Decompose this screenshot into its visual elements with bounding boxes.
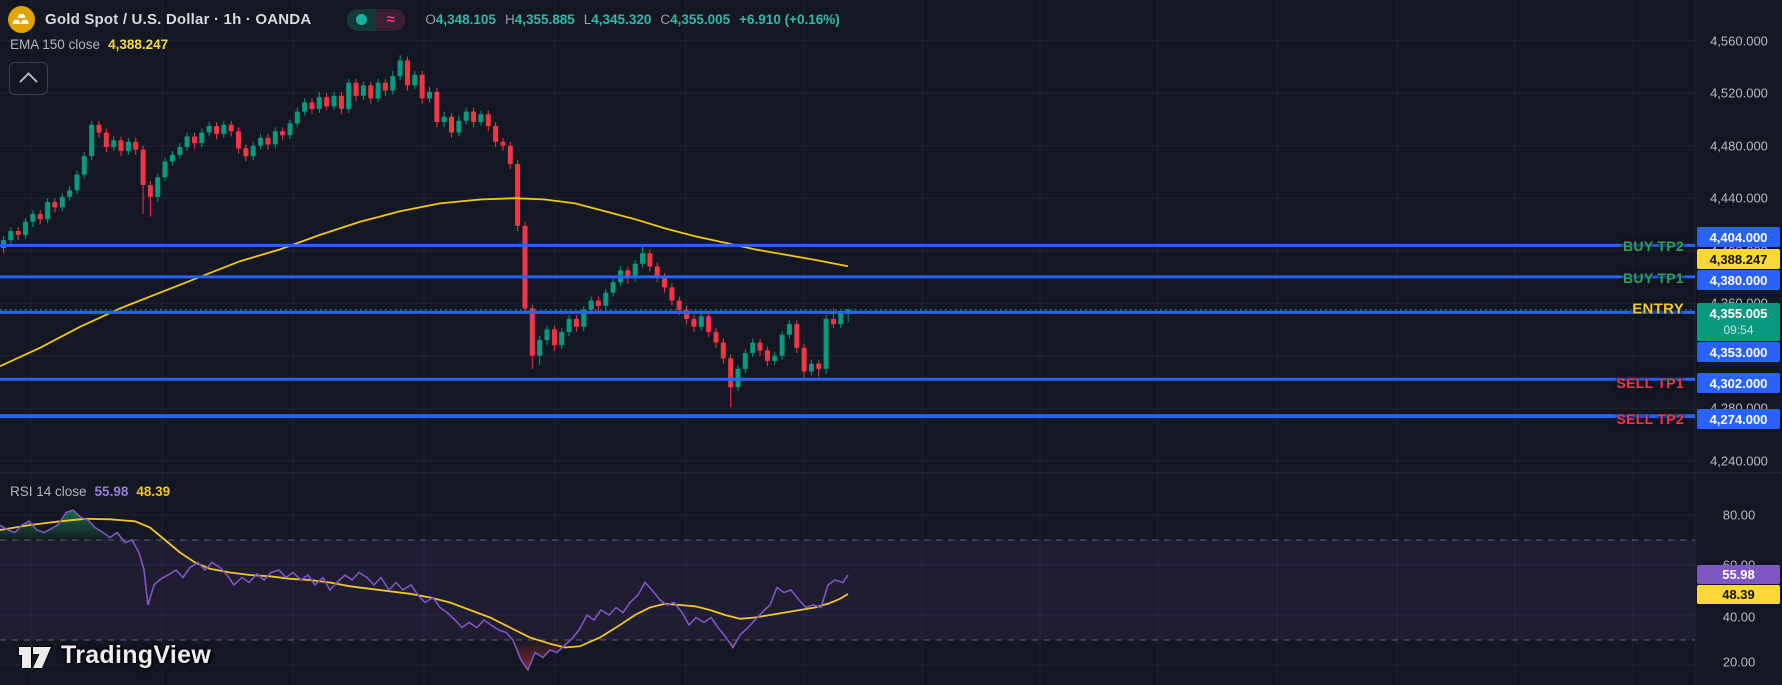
rsi-ma-line[interactable] bbox=[0, 517, 849, 649]
rsi-ma-legend-value: 48.39 bbox=[136, 484, 171, 499]
price-tick[interactable]: 4,480.000 bbox=[1710, 138, 1768, 154]
buy-tp1-line-label[interactable]: BUY TP1 bbox=[1623, 269, 1684, 286]
rsi-value-badge[interactable]: 55.98 bbox=[1697, 565, 1780, 584]
symbol-title[interactable]: Gold Spot / U.S. Dollar · 1h · OANDA bbox=[45, 11, 312, 28]
candlestick-series[interactable] bbox=[1, 55, 851, 407]
price-tick[interactable]: 4,520.000 bbox=[1710, 85, 1768, 101]
chevron-up-icon bbox=[19, 72, 38, 91]
sell-tp2-line-label[interactable]: SELL TP2 bbox=[1616, 411, 1684, 427]
rsi-line[interactable] bbox=[0, 509, 849, 672]
ema-150-line[interactable] bbox=[0, 197, 849, 368]
entry-price-badge[interactable]: 4,353.000 bbox=[1697, 342, 1780, 362]
price-tick[interactable]: 4,240.000 bbox=[1710, 453, 1768, 469]
current-price-value: 4,355.005 bbox=[1709, 306, 1768, 322]
status-toggle[interactable]: ≈ bbox=[347, 8, 406, 31]
close-value: 4,355.005 bbox=[670, 12, 731, 27]
rsi-legend-label: RSI 14 close bbox=[10, 484, 87, 499]
open-label: O bbox=[425, 12, 436, 27]
rsi-legend[interactable]: RSI 14 close 55.98 48.39 bbox=[10, 484, 170, 499]
rsi-tick[interactable]: 80.00 bbox=[1722, 507, 1756, 523]
tradingview-logo-icon bbox=[18, 646, 52, 669]
open-value: 4,348.105 bbox=[435, 12, 496, 27]
sell-tp1-price-badge[interactable]: 4,302.000 bbox=[1697, 373, 1780, 393]
collapse-pane-button[interactable] bbox=[9, 62, 48, 95]
low-value: 4,345.320 bbox=[591, 12, 652, 27]
buy-tp2-line-label[interactable]: BUY TP2 bbox=[1623, 237, 1684, 254]
sell-tp2-price-badge[interactable]: 4,274.000 bbox=[1697, 409, 1780, 429]
current-price-badge[interactable]: 4,355.005 09:54 bbox=[1697, 303, 1780, 341]
change-value: +6.910 (+0.16%) bbox=[739, 12, 840, 27]
tradingview-logo-text: TradingView bbox=[61, 641, 212, 669]
ema-legend[interactable]: EMA 150 close 4,388.247 bbox=[10, 37, 168, 52]
sell-tp1-line-label[interactable]: SELL TP1 bbox=[1616, 374, 1684, 391]
ema-legend-label: EMA 150 close bbox=[10, 37, 101, 52]
market-status-dot-segment[interactable] bbox=[347, 8, 377, 31]
close-label: C bbox=[660, 12, 671, 27]
delayed-data-segment[interactable]: ≈ bbox=[376, 8, 406, 31]
price-tick[interactable]: 4,440.000 bbox=[1710, 190, 1768, 206]
rsi-ma-value-badge[interactable]: 48.39 bbox=[1697, 585, 1780, 604]
low-label: L bbox=[583, 12, 592, 27]
rsi-tick[interactable]: 20.00 bbox=[1722, 654, 1756, 670]
price-tick[interactable]: 4,560.000 bbox=[1710, 33, 1768, 49]
tradingview-logo[interactable]: TradingView bbox=[18, 641, 211, 670]
buy-tp2-price-badge[interactable]: 4,404.000 bbox=[1697, 227, 1780, 247]
rsi-legend-value: 55.98 bbox=[94, 484, 129, 499]
ema-price-badge[interactable]: 4,388.247 bbox=[1697, 249, 1780, 269]
rsi-oversold-fill bbox=[513, 640, 571, 670]
rsi-band bbox=[0, 540, 1695, 640]
chart-header: Gold Spot / U.S. Dollar · 1h · OANDA ≈ O… bbox=[8, 6, 840, 33]
ohlc-readout: O4,348.105 H4,355.885 L4,345.320 C4,355.… bbox=[425, 12, 839, 27]
entry-line-label[interactable]: ENTRY bbox=[1632, 300, 1684, 318]
high-value: 4,355.885 bbox=[514, 12, 575, 27]
rsi-overbought-fill bbox=[0, 510, 123, 540]
market-open-dot-icon bbox=[356, 14, 368, 25]
high-label: H bbox=[504, 12, 515, 27]
gold-symbol-icon[interactable] bbox=[8, 6, 35, 33]
grid-lines bbox=[0, 0, 1695, 685]
bar-countdown: 09:54 bbox=[1723, 322, 1754, 337]
ema-legend-value: 4,388.247 bbox=[108, 37, 169, 52]
approx-icon: ≈ bbox=[386, 11, 395, 28]
buy-tp1-price-badge[interactable]: 4,380.000 bbox=[1697, 270, 1780, 290]
rsi-oversold-fill bbox=[727, 640, 738, 648]
rsi-tick[interactable]: 40.00 bbox=[1722, 609, 1756, 625]
